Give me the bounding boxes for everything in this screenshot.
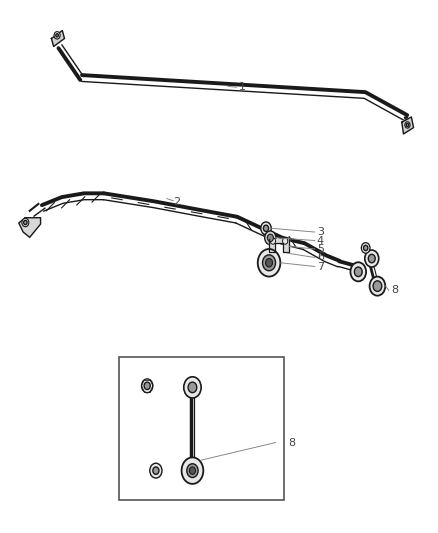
Circle shape xyxy=(153,467,159,474)
Text: 1: 1 xyxy=(239,82,246,92)
Circle shape xyxy=(141,379,153,393)
Circle shape xyxy=(364,245,368,251)
Circle shape xyxy=(267,234,273,241)
Text: 7: 7 xyxy=(317,262,324,271)
Circle shape xyxy=(144,382,150,390)
Text: 5: 5 xyxy=(317,244,324,254)
Circle shape xyxy=(373,281,382,292)
Circle shape xyxy=(265,231,276,245)
Circle shape xyxy=(56,34,58,37)
Circle shape xyxy=(263,225,268,231)
Circle shape xyxy=(262,255,276,271)
Circle shape xyxy=(188,382,197,393)
Text: 2: 2 xyxy=(173,197,180,207)
Circle shape xyxy=(270,238,276,244)
Polygon shape xyxy=(19,217,41,237)
Bar xyxy=(119,357,284,500)
Polygon shape xyxy=(51,30,64,46)
Circle shape xyxy=(24,220,27,224)
Circle shape xyxy=(283,238,288,244)
Circle shape xyxy=(365,250,379,267)
Polygon shape xyxy=(269,239,289,252)
Circle shape xyxy=(265,259,272,267)
Circle shape xyxy=(354,267,362,277)
Circle shape xyxy=(189,467,195,474)
Circle shape xyxy=(361,243,370,253)
Circle shape xyxy=(368,254,375,263)
Circle shape xyxy=(182,457,203,484)
Text: 4: 4 xyxy=(317,236,324,246)
Circle shape xyxy=(261,222,271,235)
Circle shape xyxy=(184,377,201,398)
Circle shape xyxy=(406,123,409,126)
Circle shape xyxy=(350,262,366,281)
Text: 3: 3 xyxy=(317,227,324,237)
Text: 6: 6 xyxy=(317,253,324,262)
Circle shape xyxy=(405,122,410,128)
Circle shape xyxy=(22,218,29,227)
Circle shape xyxy=(187,464,198,478)
Circle shape xyxy=(150,463,162,478)
Circle shape xyxy=(370,277,385,296)
Circle shape xyxy=(54,31,60,39)
Circle shape xyxy=(258,249,280,277)
Text: 8: 8 xyxy=(289,438,296,448)
Polygon shape xyxy=(402,117,413,134)
Text: 8: 8 xyxy=(391,285,398,295)
